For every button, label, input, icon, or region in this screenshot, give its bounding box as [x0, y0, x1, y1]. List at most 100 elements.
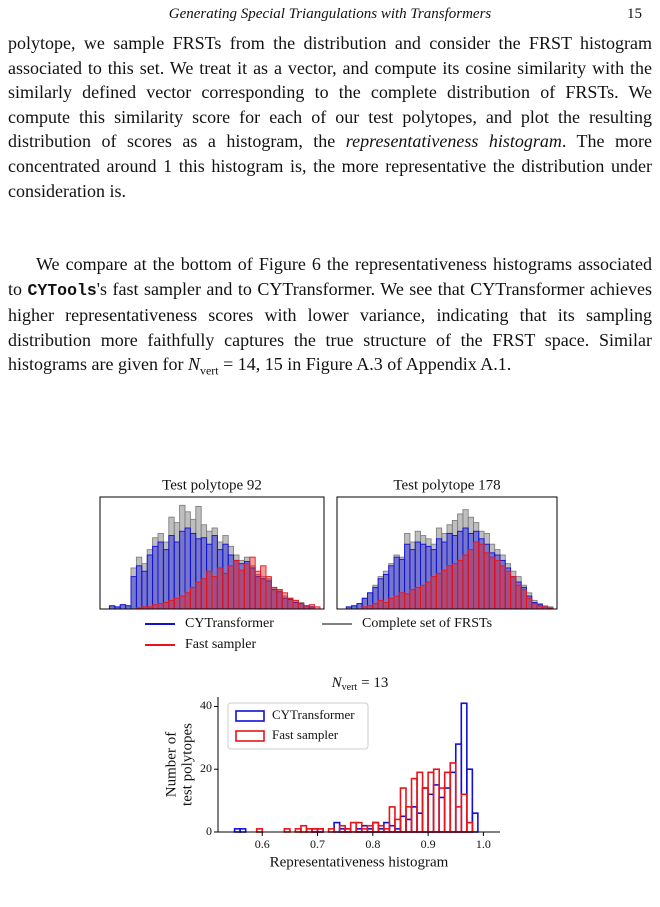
histogram-bar — [393, 595, 400, 610]
math: N — [187, 354, 200, 375]
histogram-bar — [356, 603, 363, 610]
histogram-bar — [430, 576, 437, 610]
histogram-bar — [162, 549, 170, 610]
histogram-bar — [457, 559, 464, 610]
x-tick-label: 0.8 — [365, 837, 380, 851]
running-header: Generating Special Triangulations with T… — [168, 6, 492, 22]
histogram-bar — [222, 572, 229, 610]
histogram-bar — [254, 570, 262, 610]
legend-label: Fast sampler — [185, 637, 256, 652]
histogram-bar — [510, 576, 517, 610]
math-subscript: vert — [342, 682, 358, 693]
histogram-bar — [425, 581, 432, 610]
histogram-bar — [157, 603, 164, 610]
histogram-bar — [157, 541, 164, 610]
histogram-bar — [446, 565, 453, 610]
histogram-bar — [451, 563, 459, 610]
histogram-bar — [427, 793, 435, 833]
histogram-bar — [526, 597, 533, 610]
x-tick-label: 0.9 — [421, 837, 436, 851]
histogram-bar — [394, 818, 402, 833]
histogram-bar — [466, 821, 474, 833]
histogram-bar — [399, 815, 407, 833]
histogram-bar — [349, 821, 358, 833]
histogram-bar — [405, 818, 413, 833]
histogram-bar — [372, 821, 380, 833]
histogram-bar — [410, 806, 418, 833]
histogram-bar — [168, 535, 175, 610]
histogram-bar — [265, 576, 272, 610]
histogram-bar — [238, 569, 245, 610]
histogram-bar — [515, 584, 522, 610]
histogram-bar — [438, 787, 446, 833]
emphasis: representativeness histogram — [345, 131, 562, 152]
histogram-bar — [130, 576, 137, 610]
histogram-bar — [462, 554, 469, 610]
histogram-bar — [184, 592, 191, 610]
histogram-bar — [420, 584, 427, 610]
text: polytope, we sample FRSTs from the distr… — [8, 33, 652, 152]
histogram-bar — [287, 597, 294, 610]
histogram-bar — [383, 821, 391, 833]
histogram-bar — [355, 821, 363, 833]
y-tick-label: 40 — [200, 698, 212, 712]
math: = 13 — [361, 675, 388, 691]
panel-title: Test polytope 92 — [162, 477, 262, 493]
paragraph: polytope, we sample FRSTs from the distr… — [8, 31, 652, 203]
histogram-bar — [435, 572, 443, 610]
x-tick-label: 0.6 — [255, 837, 270, 851]
legend-swatch — [235, 730, 265, 742]
histogram-bar — [438, 796, 446, 833]
text: 's fast sampler and to CYTransformer. We… — [8, 278, 652, 375]
panel-frame — [336, 496, 558, 610]
histogram-bar — [404, 593, 411, 610]
histogram-bar — [372, 821, 380, 833]
histogram-bar — [409, 589, 416, 610]
histogram-bar — [449, 771, 457, 833]
histogram-bar — [414, 586, 421, 610]
histogram-bar — [488, 556, 496, 610]
histogram-bar — [179, 595, 186, 610]
histogram-bar — [200, 578, 208, 610]
histogram-bar — [531, 603, 538, 610]
histogram-bar — [206, 570, 213, 610]
y-axis-label: Number of — [163, 732, 179, 797]
histogram-bar — [243, 563, 251, 610]
histogram-bar — [260, 565, 267, 610]
histogram-bar — [152, 545, 159, 610]
histogram-bar — [416, 771, 424, 833]
histogram-bar — [195, 581, 202, 610]
histogram-bar — [388, 824, 396, 833]
histogram-bar — [478, 543, 485, 610]
histogram-bar — [520, 589, 527, 610]
histogram-bar — [399, 787, 407, 833]
y-tick-label: 20 — [200, 761, 212, 775]
histogram-bar — [427, 771, 435, 833]
histogram-bar — [270, 586, 278, 610]
histogram-bar — [292, 599, 299, 610]
histogram-bar — [467, 549, 474, 610]
histogram-bar — [454, 806, 463, 833]
y-tick-label: 0 — [206, 824, 212, 838]
y-axis-label: test polytopes — [179, 723, 195, 806]
histogram-bar — [454, 743, 463, 833]
legend-label: CYTransformer — [185, 616, 274, 631]
legend-box — [227, 702, 369, 750]
histogram-bar — [189, 586, 197, 610]
text: . The more concentrated around 1 this hi… — [8, 131, 652, 201]
histogram-bar — [377, 599, 384, 610]
histogram-bar — [421, 787, 429, 833]
histogram-bar — [504, 570, 512, 610]
histogram-bar — [372, 603, 379, 610]
histogram-bar — [152, 604, 159, 610]
histogram-bar — [494, 559, 501, 610]
histogram-bar — [276, 589, 283, 610]
histogram-bar — [471, 812, 479, 833]
panel-frame — [99, 496, 325, 610]
panel-title: Test polytope 178 — [393, 477, 500, 493]
histogram-bar — [168, 599, 175, 610]
legend-label: Fast sampler — [272, 727, 339, 742]
text: = 14, 15 in Figure A.3 of Appendix A.1. — [218, 354, 512, 375]
